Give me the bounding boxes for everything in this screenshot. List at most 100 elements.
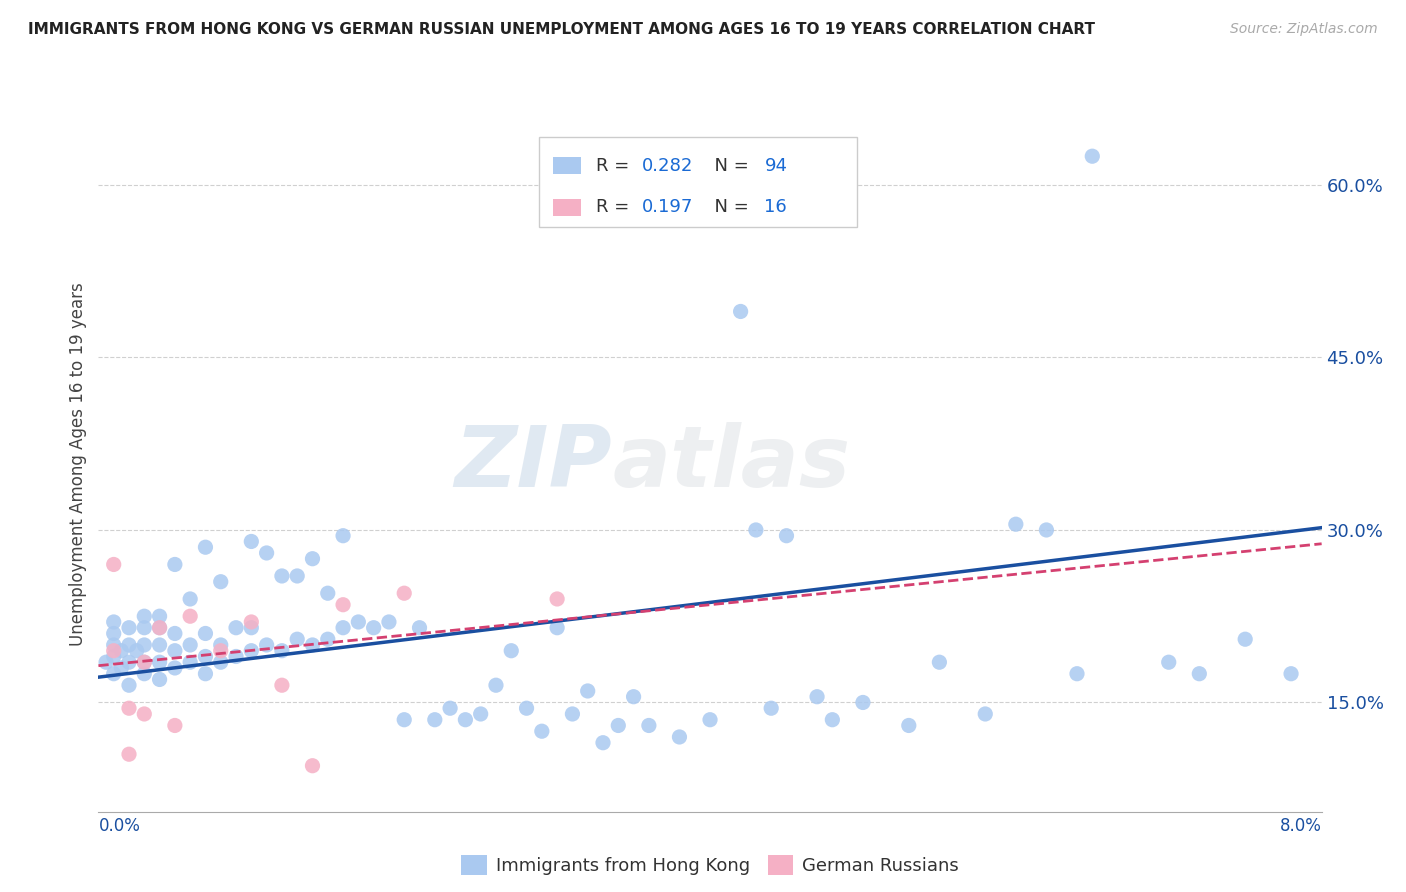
Point	[1035, 523, 1057, 537]
Text: R =: R =	[596, 198, 634, 217]
Point	[149, 638, 172, 652]
Point	[423, 713, 446, 727]
Point	[516, 701, 538, 715]
Point	[897, 718, 920, 732]
Text: 0.197: 0.197	[643, 198, 693, 217]
Point	[110, 661, 132, 675]
Point	[1234, 632, 1257, 647]
Point	[775, 529, 797, 543]
Text: ZIP: ZIP	[454, 422, 612, 506]
Point	[134, 655, 156, 669]
Point	[225, 649, 247, 664]
Point	[270, 678, 294, 692]
Text: 8.0%: 8.0%	[1279, 817, 1322, 836]
Point	[194, 666, 217, 681]
Text: R =: R =	[596, 157, 634, 175]
Point	[103, 615, 125, 629]
Point	[256, 638, 278, 652]
Point	[806, 690, 828, 704]
Point	[103, 626, 125, 640]
Point	[485, 678, 508, 692]
FancyBboxPatch shape	[554, 157, 581, 175]
Point	[392, 713, 416, 727]
FancyBboxPatch shape	[554, 199, 581, 216]
Point	[163, 718, 186, 732]
Point	[134, 666, 156, 681]
Point	[301, 551, 323, 566]
Point	[118, 701, 141, 715]
Point	[745, 523, 768, 537]
Point	[270, 644, 294, 658]
Point	[240, 644, 263, 658]
Point	[332, 529, 354, 543]
Point	[285, 569, 308, 583]
Point	[209, 655, 232, 669]
Point	[1081, 149, 1104, 163]
Point	[103, 649, 125, 664]
Text: 94: 94	[765, 157, 787, 175]
Point	[194, 540, 217, 554]
FancyBboxPatch shape	[538, 136, 856, 227]
Point	[408, 621, 430, 635]
Point	[470, 706, 492, 721]
Point	[699, 713, 721, 727]
Point	[821, 713, 844, 727]
Text: 0.282: 0.282	[643, 157, 693, 175]
Point	[332, 621, 354, 635]
Point	[225, 621, 247, 635]
Point	[149, 609, 172, 624]
Point	[301, 758, 323, 772]
Point	[530, 724, 553, 739]
Point	[103, 644, 125, 658]
Point	[209, 638, 232, 652]
Point	[134, 609, 156, 624]
Point	[1004, 517, 1026, 532]
Point	[194, 649, 217, 664]
Text: 16: 16	[765, 198, 787, 217]
Point	[439, 701, 461, 715]
Point	[163, 558, 186, 572]
Point	[149, 621, 172, 635]
Point	[852, 696, 875, 710]
Point	[194, 626, 217, 640]
Point	[179, 655, 201, 669]
Point	[240, 615, 263, 629]
Point	[270, 569, 294, 583]
Point	[179, 609, 201, 624]
Point	[103, 666, 125, 681]
Point	[576, 684, 599, 698]
Point	[637, 718, 661, 732]
Point	[240, 534, 263, 549]
Point	[103, 558, 125, 572]
Y-axis label: Unemployment Among Ages 16 to 19 years: Unemployment Among Ages 16 to 19 years	[69, 282, 87, 646]
Point	[118, 678, 141, 692]
Point	[730, 304, 752, 318]
Text: N =: N =	[703, 157, 755, 175]
Point	[1066, 666, 1088, 681]
Point	[118, 747, 141, 762]
Point	[163, 626, 186, 640]
Point	[163, 661, 186, 675]
Point	[316, 632, 339, 647]
Point	[134, 621, 156, 635]
Point	[285, 632, 308, 647]
Text: atlas: atlas	[612, 422, 851, 506]
Point	[1157, 655, 1180, 669]
Point	[1279, 666, 1302, 681]
Point	[592, 736, 614, 750]
Point	[118, 638, 141, 652]
Text: 0.0%: 0.0%	[98, 817, 141, 836]
Point	[134, 638, 156, 652]
Point	[759, 701, 782, 715]
Point	[347, 615, 370, 629]
Text: IMMIGRANTS FROM HONG KONG VS GERMAN RUSSIAN UNEMPLOYMENT AMONG AGES 16 TO 19 YEA: IMMIGRANTS FROM HONG KONG VS GERMAN RUSS…	[28, 22, 1095, 37]
Point	[149, 655, 172, 669]
Point	[1188, 666, 1211, 681]
Point	[149, 673, 172, 687]
Point	[378, 615, 401, 629]
Point	[110, 644, 132, 658]
Point	[163, 644, 186, 658]
Point	[928, 655, 950, 669]
Legend: Immigrants from Hong Kong, German Russians: Immigrants from Hong Kong, German Russia…	[454, 847, 966, 883]
Point	[623, 690, 645, 704]
